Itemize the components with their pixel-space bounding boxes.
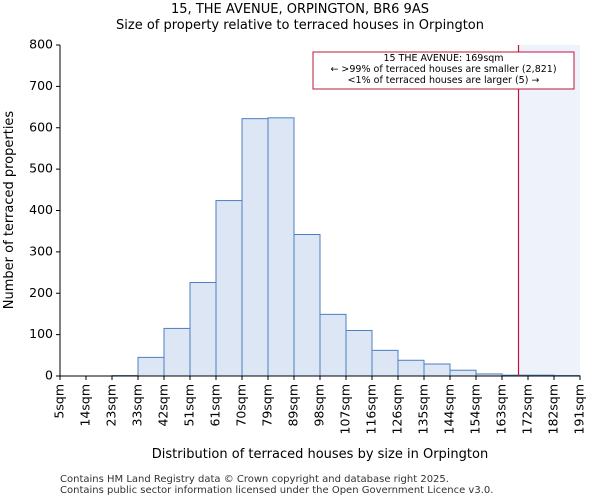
x-tick-label: 144sqm: [442, 384, 457, 434]
y-tick-label: 200: [29, 285, 53, 300]
x-tick-label: 14sqm: [78, 384, 93, 427]
bar-89sqm: [293, 233, 321, 377]
x-tick-label: 5sqm: [52, 384, 67, 419]
x-tick-label: 79sqm: [260, 384, 275, 427]
y-tick-label: 0: [45, 368, 53, 383]
x-tick-label: 135sqm: [416, 384, 431, 434]
x-tick-label: 89sqm: [286, 384, 301, 427]
x-tick-label: 42sqm: [156, 384, 171, 427]
x-tick-label: 154sqm: [468, 384, 483, 434]
y-tick-label: 300: [29, 243, 53, 258]
y-tick-label: 100: [29, 326, 53, 341]
bar-70sqm: [241, 118, 269, 377]
bar-33sqm: [137, 356, 165, 377]
bar-116sqm: [371, 349, 399, 377]
highlight-shade-layer: [518, 45, 580, 376]
x-tick-label: 33sqm: [130, 384, 145, 427]
y-tick-label: 500: [29, 161, 53, 176]
x-axis-label: Distribution of terraced houses by size …: [152, 447, 488, 462]
x-tick-label: 61sqm: [208, 384, 223, 427]
x-tick-label: 126sqm: [390, 384, 405, 434]
y-ticks: 0 100 200 300 400 500 600 700 800: [29, 37, 60, 383]
chart-title: 15, THE AVENUE, ORPINGTON, BR6 9AS: [171, 2, 429, 17]
x-tick-label: 116sqm: [364, 384, 379, 434]
bar-61sqm: [215, 200, 243, 377]
footer-line-2: Contains public sector information licen…: [60, 485, 494, 496]
y-tick-label: 800: [29, 37, 53, 52]
x-ticks: 5sqm 14sqm 23sqm 33sqm 42sqm 51sqm 61sqm 70sqm 7…: [52, 376, 587, 434]
y-tick-label: 600: [29, 119, 53, 134]
x-tick-label: 70sqm: [234, 384, 249, 427]
chart-subtitle: Size of property relative to terraced ho…: [116, 18, 484, 33]
bar-98sqm: [319, 313, 347, 377]
x-tick-label: 107sqm: [338, 384, 353, 434]
x-tick-label: 51sqm: [182, 384, 197, 427]
x-tick-label: 23sqm: [104, 384, 119, 427]
bar-126sqm: [397, 359, 425, 377]
x-tick-label: 191sqm: [572, 384, 587, 434]
bar-107sqm: [345, 329, 373, 377]
x-tick-label: 98sqm: [312, 384, 327, 427]
y-tick-label: 400: [29, 202, 53, 217]
footer-line-1: Contains HM Land Registry data © Crown c…: [60, 474, 449, 485]
bar-42sqm: [163, 327, 191, 377]
annotation-line-3: <1% of terraced houses are larger (5) →: [348, 75, 540, 86]
annotation-line-2: ← >99% of terraced houses are smaller (2…: [330, 64, 556, 75]
y-axis-label: Number of terraced properties: [2, 111, 17, 310]
bars: [111, 117, 581, 377]
y-tick-label: 700: [29, 78, 53, 93]
bar-79sqm: [267, 117, 295, 377]
annotation-line-1: 15 THE AVENUE: 169sqm: [383, 53, 503, 64]
bar-51sqm: [189, 281, 217, 377]
larger-region-shade: [518, 45, 580, 376]
annotation-box: 15 THE AVENUE: 169sqm ← >99% of terraced…: [312, 51, 575, 90]
bar-144sqm: [449, 369, 477, 377]
bar-135sqm: [423, 363, 451, 377]
x-tick-label: 163sqm: [494, 384, 509, 434]
x-tick-label: 172sqm: [520, 384, 535, 434]
x-tick-label: 182sqm: [546, 384, 561, 434]
